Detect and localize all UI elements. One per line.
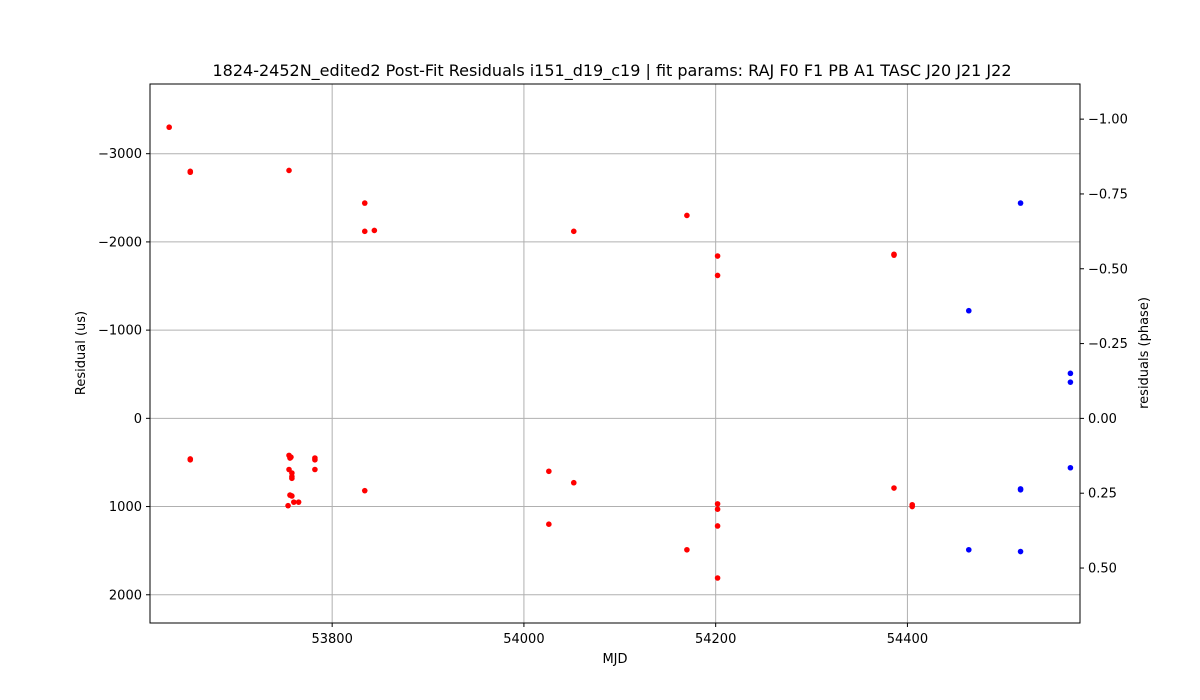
data-point-red (570, 479, 577, 486)
data-point-red (289, 493, 295, 499)
data-point-red (570, 228, 577, 235)
data-point-red (312, 457, 318, 463)
data-point-blue (1067, 370, 1074, 377)
data-point-red (361, 487, 368, 494)
y-tick-label: −1000 (98, 324, 142, 339)
data-point-red (287, 455, 293, 461)
y-axis-label-right: residuals (phase) (1137, 297, 1152, 409)
data-point-blue (1067, 379, 1074, 385)
y-right-tick-label: 0.00 (1088, 412, 1117, 427)
x-tick-label: 53800 (311, 632, 352, 647)
x-tick-label: 54400 (887, 632, 928, 647)
y-right-tick-label: −1.00 (1088, 113, 1128, 128)
left-axis: −3000 −2000 −1000 0 1000 2000 (98, 147, 150, 603)
x-axis: 53800 54000 54200 54400 (311, 623, 928, 647)
data-point-red (714, 506, 721, 513)
x-axis-label: MJD (602, 652, 627, 667)
data-point-red (714, 575, 721, 581)
y-tick-label: −2000 (98, 235, 142, 250)
right-axis: −1.00 −0.75 −0.50 −0.25 0.00 0.25 0.50 (1080, 113, 1128, 577)
data-point-blue (1017, 200, 1024, 206)
x-tick-label: 54200 (695, 632, 736, 647)
data-point-red (909, 503, 916, 510)
y-right-tick-label: −0.25 (1088, 337, 1128, 352)
data-point-blue (1017, 548, 1024, 555)
data-point-red (714, 501, 721, 507)
y-tick-label: 2000 (109, 588, 142, 603)
data-point-red (714, 272, 721, 279)
data-point-blue (965, 546, 972, 553)
data-point-red (312, 466, 318, 473)
data-point-red (546, 468, 552, 475)
data-point-blue (1067, 464, 1074, 471)
data-point-red (546, 521, 552, 527)
data-point-red (891, 252, 897, 258)
data-point-red (714, 523, 721, 529)
y-tick-label: 1000 (109, 500, 142, 515)
data-point-blue (965, 307, 972, 314)
data-point-red (166, 124, 172, 131)
data-point-red (684, 212, 690, 219)
data-point-red (187, 169, 194, 176)
data-point-red (361, 228, 368, 235)
data-point-red (187, 457, 194, 463)
points-layer (166, 124, 1074, 581)
data-point-red (289, 475, 295, 482)
x-tick-label: 54000 (503, 632, 544, 647)
data-point-blue (1017, 486, 1024, 493)
data-point-red (295, 499, 302, 505)
y-right-tick-label: −0.50 (1088, 262, 1128, 277)
data-point-red (891, 485, 897, 491)
data-point-red (361, 200, 368, 206)
plot-area-frame (149, 83, 1081, 624)
data-point-red (684, 546, 690, 553)
chart-title: 1824-2452N_edited2 Post-Fit Residuals i1… (212, 61, 1011, 81)
data-point-red (291, 499, 297, 505)
y-tick-label: 0 (134, 412, 142, 427)
data-point-red (286, 167, 292, 174)
data-point-red (371, 227, 378, 234)
y-right-tick-label: 0.25 (1088, 487, 1117, 502)
y-axis-label: Residual (us) (74, 311, 89, 395)
data-point-red (714, 253, 721, 259)
y-right-tick-label: 0.50 (1088, 562, 1117, 577)
grid-layer (150, 84, 1080, 623)
y-right-tick-label: −0.75 (1088, 187, 1128, 202)
y-tick-label: −3000 (98, 147, 142, 162)
data-point-red (285, 502, 291, 509)
